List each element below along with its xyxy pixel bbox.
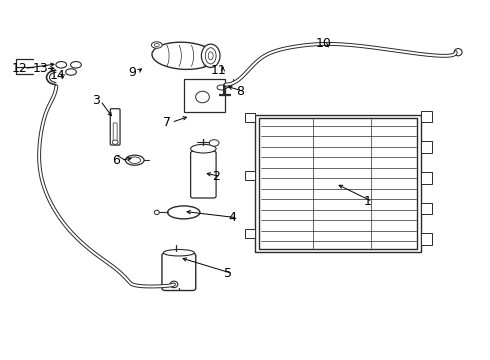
Ellipse shape (208, 52, 213, 60)
Text: 5: 5 (224, 267, 232, 280)
Ellipse shape (71, 62, 81, 68)
Bar (184, 79, 225, 112)
Ellipse shape (454, 49, 462, 56)
Ellipse shape (154, 43, 159, 46)
Bar (421, 111, 432, 122)
Bar (421, 141, 432, 153)
Text: 12: 12 (12, 62, 27, 75)
Ellipse shape (217, 85, 226, 90)
Text: 11: 11 (210, 64, 226, 77)
Ellipse shape (56, 62, 67, 68)
Bar (259, 118, 417, 249)
Ellipse shape (209, 140, 219, 146)
Text: 3: 3 (92, 94, 99, 107)
Text: 1: 1 (364, 195, 371, 208)
Ellipse shape (205, 48, 216, 64)
Text: 7: 7 (163, 116, 171, 129)
Bar (255, 115, 421, 252)
Ellipse shape (151, 42, 162, 48)
Ellipse shape (125, 155, 144, 165)
Text: 10: 10 (316, 37, 331, 50)
Ellipse shape (112, 140, 118, 144)
Bar (421, 233, 432, 245)
Bar (245, 113, 255, 122)
FancyBboxPatch shape (191, 151, 216, 198)
Text: 4: 4 (229, 211, 237, 224)
Ellipse shape (152, 42, 216, 69)
Ellipse shape (191, 144, 216, 153)
Ellipse shape (170, 281, 178, 288)
Text: 14: 14 (50, 69, 66, 82)
Text: 8: 8 (236, 85, 244, 98)
Text: 9: 9 (128, 66, 136, 78)
FancyBboxPatch shape (110, 109, 120, 145)
Text: 13: 13 (33, 62, 49, 75)
Ellipse shape (66, 69, 76, 75)
Text: 6: 6 (112, 154, 120, 167)
Ellipse shape (201, 44, 220, 68)
Bar (421, 172, 432, 184)
Ellipse shape (129, 157, 141, 163)
Text: 2: 2 (212, 170, 220, 183)
Bar (245, 229, 255, 238)
Bar (421, 203, 432, 214)
Ellipse shape (164, 249, 195, 256)
FancyBboxPatch shape (162, 253, 196, 291)
Bar (245, 171, 255, 180)
